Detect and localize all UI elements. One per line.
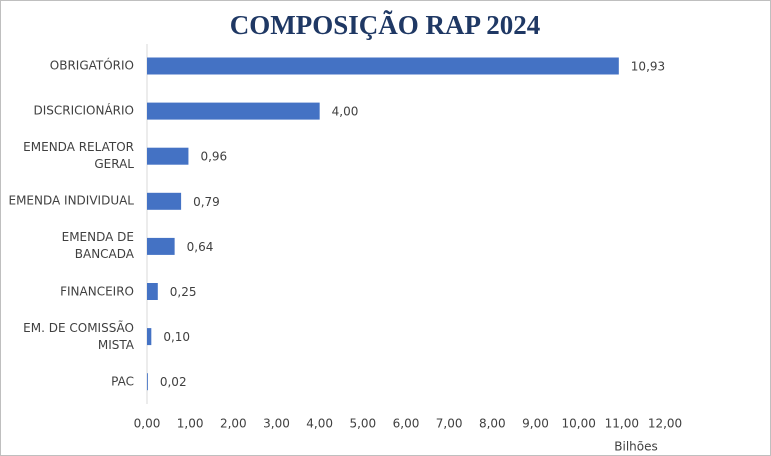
bar [147,283,158,300]
y-tick-label: EM. DE COMISSÃO MISTA [23,320,134,352]
value-label: 0,25 [170,285,197,299]
x-tick-label: 5,00 [349,417,376,431]
x-tick-label: 11,00 [605,417,639,431]
bar [147,192,182,210]
y-tick-label: OBRIGATÓRIO [49,58,134,73]
x-tick-label: 9,00 [522,417,549,431]
bar [147,328,152,346]
y-tick-label: EMENDA INDIVIDUAL [8,193,134,208]
x-tick-label: 12,00 [648,417,682,431]
y-tick-label: EMENDA DE BANCADA [61,230,134,262]
bar [147,147,189,165]
x-tick-label: 3,00 [263,417,290,431]
y-tick-label: PAC [111,374,134,389]
y-tick-label: DISCRICIONÁRIO [33,103,134,118]
value-label: 0,79 [193,195,220,209]
x-tick-label: 0,00 [134,417,161,431]
x-tick-label: 8,00 [479,417,506,431]
x-axis-label: Bilhões [614,440,657,454]
x-tick-label: 1,00 [177,417,204,431]
y-tick-label: EMENDA RELATOR GERAL [23,140,134,172]
x-tick-label: 4,00 [306,417,333,431]
value-label: 0,96 [200,150,227,164]
x-tick-label: 10,00 [561,417,595,431]
bar [147,373,148,391]
bar [147,102,320,120]
value-label: 0,10 [163,330,190,344]
x-tick-label: 2,00 [220,417,247,431]
value-label: 10,93 [631,60,665,74]
chart-title: COMPOSIÇÃO RAP 2024 [230,10,541,40]
bar [147,57,619,75]
value-label: 0,64 [187,240,214,254]
y-tick-label: FINANCEIRO [60,284,134,298]
bar [147,237,175,255]
x-tick-label: 6,00 [393,417,420,431]
x-tick-label: 7,00 [436,417,463,431]
value-label: 4,00 [332,105,359,119]
value-label: 0,02 [160,375,187,389]
